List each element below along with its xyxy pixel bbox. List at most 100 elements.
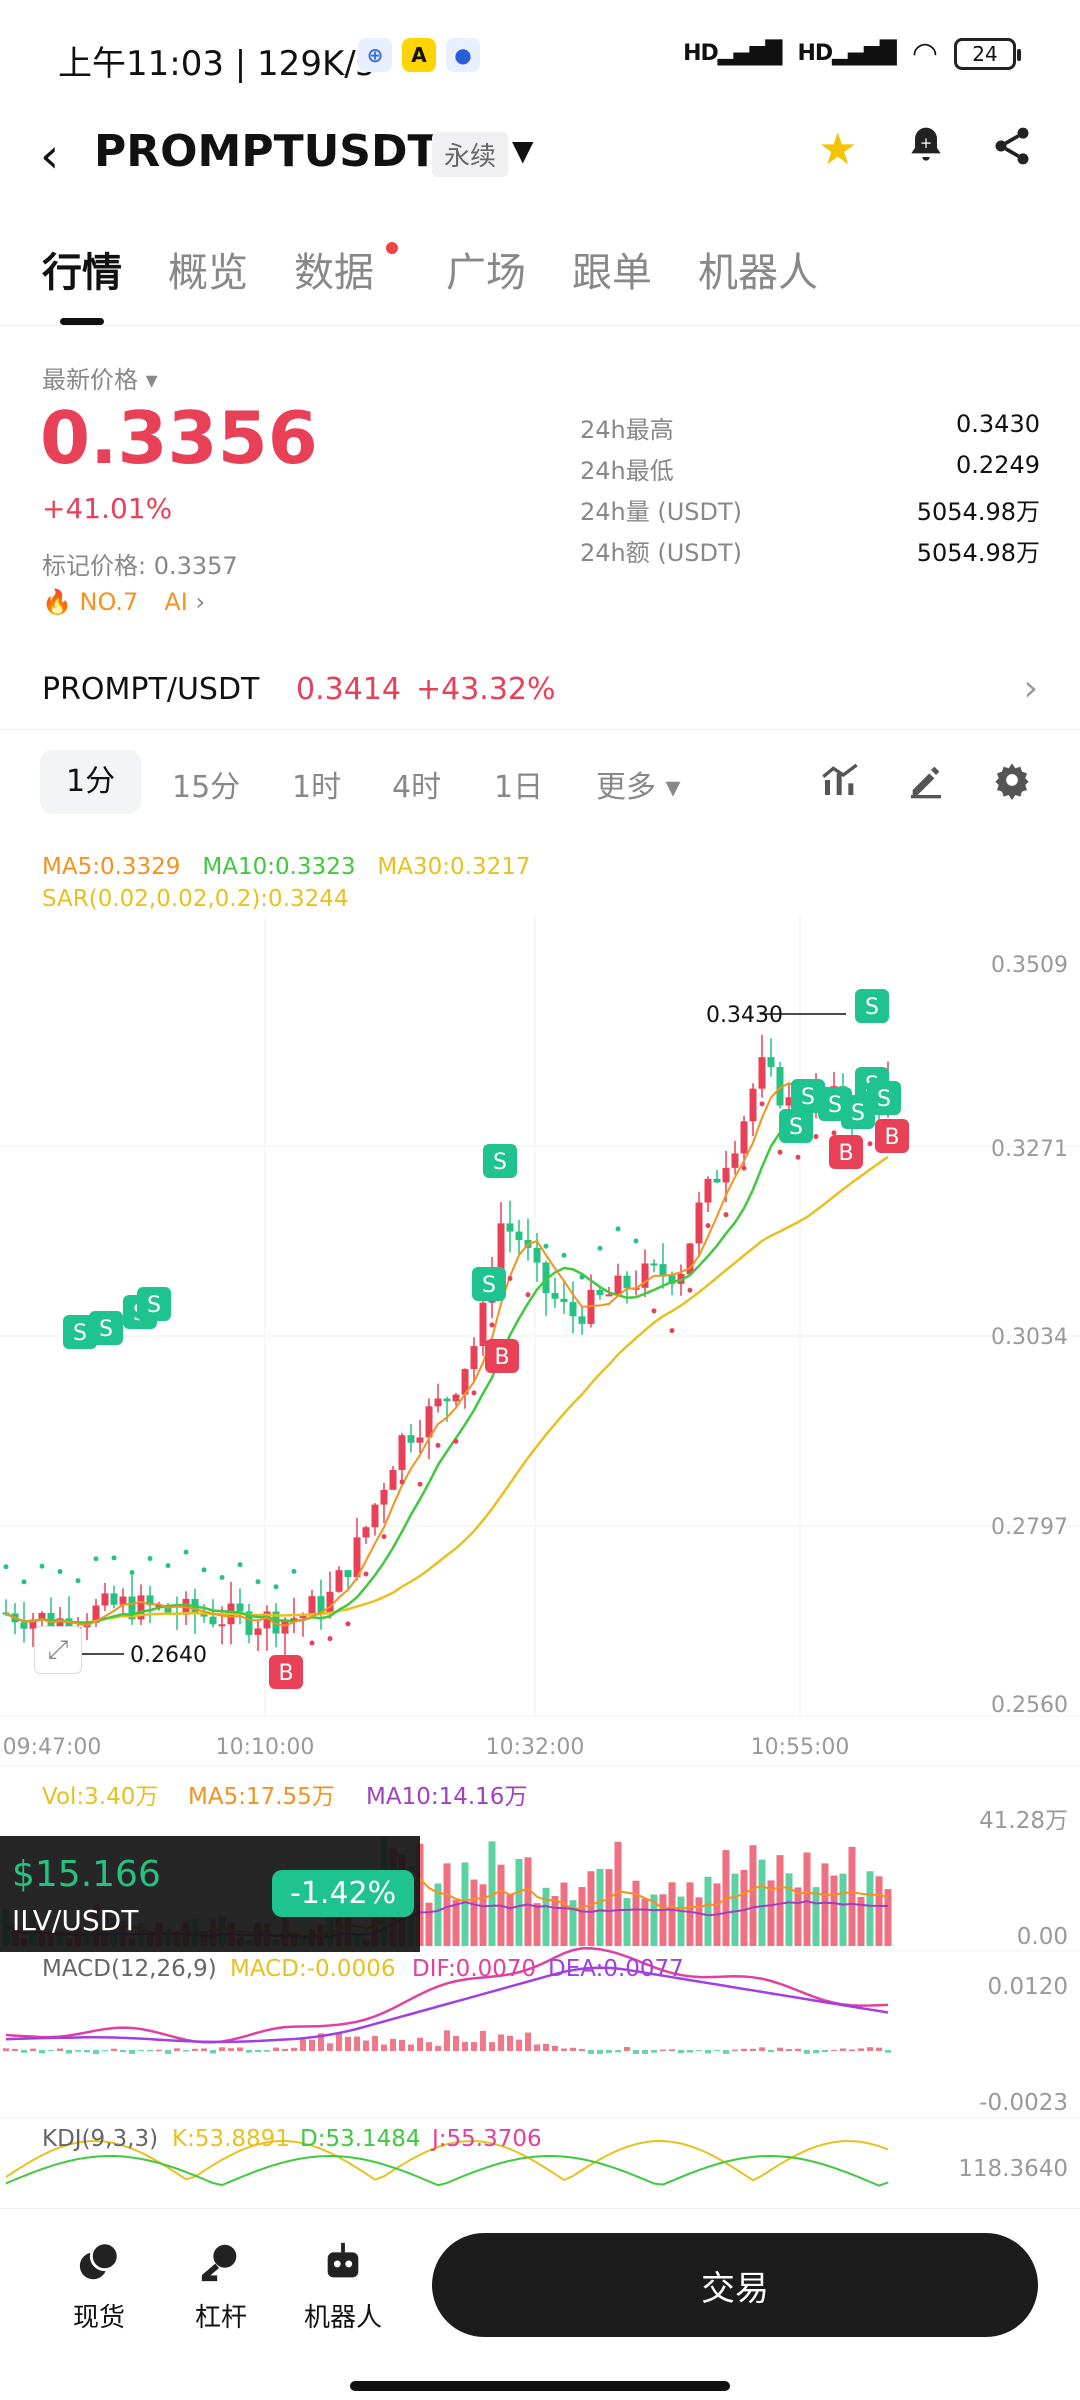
interval-bar: 1分 15分 1时 4时 1日 更多 ▾ xyxy=(0,750,1080,820)
macd-histogram-bar xyxy=(741,2048,747,2051)
svg-text:S: S xyxy=(99,1317,113,1342)
top-header: ‹ PROMPTUSDT 永续 ▼ ★ + xyxy=(0,110,1080,200)
macd-histogram-bar xyxy=(156,2049,162,2051)
macd-histogram-bar xyxy=(336,2033,342,2051)
candle-body xyxy=(461,1369,469,1395)
sar-dot xyxy=(237,1562,243,1568)
macd-histogram-bar xyxy=(426,2042,432,2051)
volume-bar xyxy=(794,1887,802,1946)
candle-body xyxy=(308,1596,316,1616)
macd-histogram-bar xyxy=(309,2039,315,2051)
indicator-icon[interactable] xyxy=(820,760,860,809)
candle-body xyxy=(200,1614,208,1617)
pair-title[interactable]: PROMPTUSDT xyxy=(94,126,438,177)
tab-square[interactable]: 广场 xyxy=(446,250,526,296)
stat-row: 24h额 (USDT) 5054.98万 xyxy=(580,539,1040,567)
candle-body xyxy=(128,1596,136,1620)
candle-body xyxy=(317,1596,325,1614)
y-tick: 0.3271 xyxy=(991,1137,1068,1162)
stat-row: 24h最低 0.2249 xyxy=(580,451,1040,485)
chart-canvas[interactable]: SSSSSSSSSSSSSBBBB 0.3430 0.2640 0.3509 0… xyxy=(0,836,1080,2206)
buy-signal-badge: B xyxy=(875,1119,909,1153)
spot-coins-icon xyxy=(44,2239,154,2293)
svg-text:S: S xyxy=(828,1093,842,1118)
macd-histogram-bar xyxy=(453,2036,459,2051)
volume-bar xyxy=(632,1880,640,1946)
sar-dot xyxy=(579,1274,585,1280)
volume-bar xyxy=(461,1862,469,1946)
floating-ticker-card[interactable]: $15.166 ILV/USDT -1.42% xyxy=(0,1836,420,1952)
nav-spot[interactable]: 现货 xyxy=(44,2239,154,2334)
interval-4h[interactable]: 4时 xyxy=(392,770,442,805)
macd-histogram-bar xyxy=(534,2044,540,2051)
ai-link[interactable]: AI › xyxy=(164,588,206,616)
tab-market[interactable]: 行情 xyxy=(42,250,122,296)
back-icon[interactable]: ‹ xyxy=(40,128,60,184)
sar-dot xyxy=(867,1141,873,1147)
candle-body xyxy=(758,1057,766,1089)
candle-body xyxy=(623,1275,631,1289)
status-bar: 上午11:03 | 129K/s ⊕ A ● HD▂▄▆█ HD▂▄▆█ ◠ 2… xyxy=(0,0,1080,110)
macd-histogram-bar xyxy=(462,2042,468,2051)
macd-histogram-bar xyxy=(66,2050,72,2054)
sar-dot xyxy=(111,1555,117,1561)
sar-dot xyxy=(705,1223,711,1229)
volume-bar xyxy=(668,1882,676,1946)
volume-bar xyxy=(821,1863,829,1946)
interval-1m[interactable]: 1分 xyxy=(40,750,142,814)
macd-histogram-bar xyxy=(183,2050,189,2052)
volume-bar xyxy=(434,1883,442,1946)
sar-dot xyxy=(255,1579,261,1585)
sar-dot xyxy=(291,1568,297,1574)
draw-pen-icon[interactable] xyxy=(906,760,946,809)
interval-more[interactable]: 更多 ▾ xyxy=(596,770,681,805)
svg-text:S: S xyxy=(801,1085,815,1110)
signal-icon: HD▂▄▆█ xyxy=(797,41,896,66)
volume-bar xyxy=(830,1875,838,1946)
sar-dot xyxy=(147,1556,153,1562)
nav-robot[interactable]: 机器人 xyxy=(288,2239,398,2334)
volume-bar xyxy=(596,1868,604,1946)
svg-text:S: S xyxy=(73,1321,87,1346)
candle-body xyxy=(551,1293,559,1299)
tab-overview[interactable]: 概览 xyxy=(168,250,248,296)
volume-bar xyxy=(515,1859,523,1946)
interval-15m[interactable]: 15分 xyxy=(172,770,241,805)
latest-price-label[interactable]: 最新价格 ▾ xyxy=(42,366,158,394)
share-icon[interactable] xyxy=(990,124,1034,179)
sar-dot xyxy=(723,1212,729,1218)
favorite-star-icon[interactable]: ★ xyxy=(818,124,858,175)
macd-histogram-bar xyxy=(579,2049,585,2051)
sar-dot xyxy=(543,1243,549,1249)
spot-pair-row[interactable]: PROMPT/USDT 0.3414 +43.32% › xyxy=(0,660,1080,730)
macd-histogram-bar xyxy=(381,2044,387,2051)
sar-dot xyxy=(813,1134,819,1140)
macd-histogram-bar xyxy=(12,2048,18,2051)
candle-body xyxy=(380,1489,388,1505)
x-tick: 10:55:00 xyxy=(751,1735,850,1760)
signal-icon: HD▂▄▆█ xyxy=(683,41,782,66)
fullscreen-expand-icon[interactable]: ⤢ xyxy=(34,1626,82,1674)
interval-1h[interactable]: 1时 xyxy=(292,770,342,805)
candle-body xyxy=(20,1622,28,1629)
macd-histogram-bar xyxy=(885,2050,891,2053)
trade-button[interactable]: 交易 xyxy=(432,2233,1038,2337)
nav-leverage[interactable]: 杠杆 xyxy=(166,2239,276,2334)
tab-copy-trading[interactable]: 跟单 xyxy=(572,250,652,296)
main-tabs: 行情 概览 数据 广场 跟单 机器人 xyxy=(0,240,1080,326)
price-alert-bell-icon[interactable]: + xyxy=(904,124,948,179)
settings-gear-icon[interactable] xyxy=(992,760,1032,809)
candle-body xyxy=(101,1593,109,1606)
tab-data[interactable]: 数据 xyxy=(294,250,374,296)
kdj-d-value: D:53.1484 xyxy=(300,2126,421,2152)
tab-robot[interactable]: 机器人 xyxy=(698,250,818,296)
macd-histogram-bar xyxy=(282,2048,288,2051)
candle-body xyxy=(533,1247,541,1263)
price-summary: 最新价格 ▾ 0.3356 +41.01% 标记价格: 0.3357 🔥 NO.… xyxy=(0,350,1080,630)
macd-histogram-bar xyxy=(201,2048,207,2051)
kline-chart[interactable]: MA5:0.3329 MA10:0.3323 MA30:0.3217 SAR(0… xyxy=(0,836,1080,2206)
pair-dropdown-icon[interactable]: ▼ xyxy=(512,134,534,167)
rank-row[interactable]: 🔥 NO.7 AI › xyxy=(42,588,205,616)
volume-bar xyxy=(857,1896,865,1946)
interval-1d[interactable]: 1日 xyxy=(494,770,544,805)
